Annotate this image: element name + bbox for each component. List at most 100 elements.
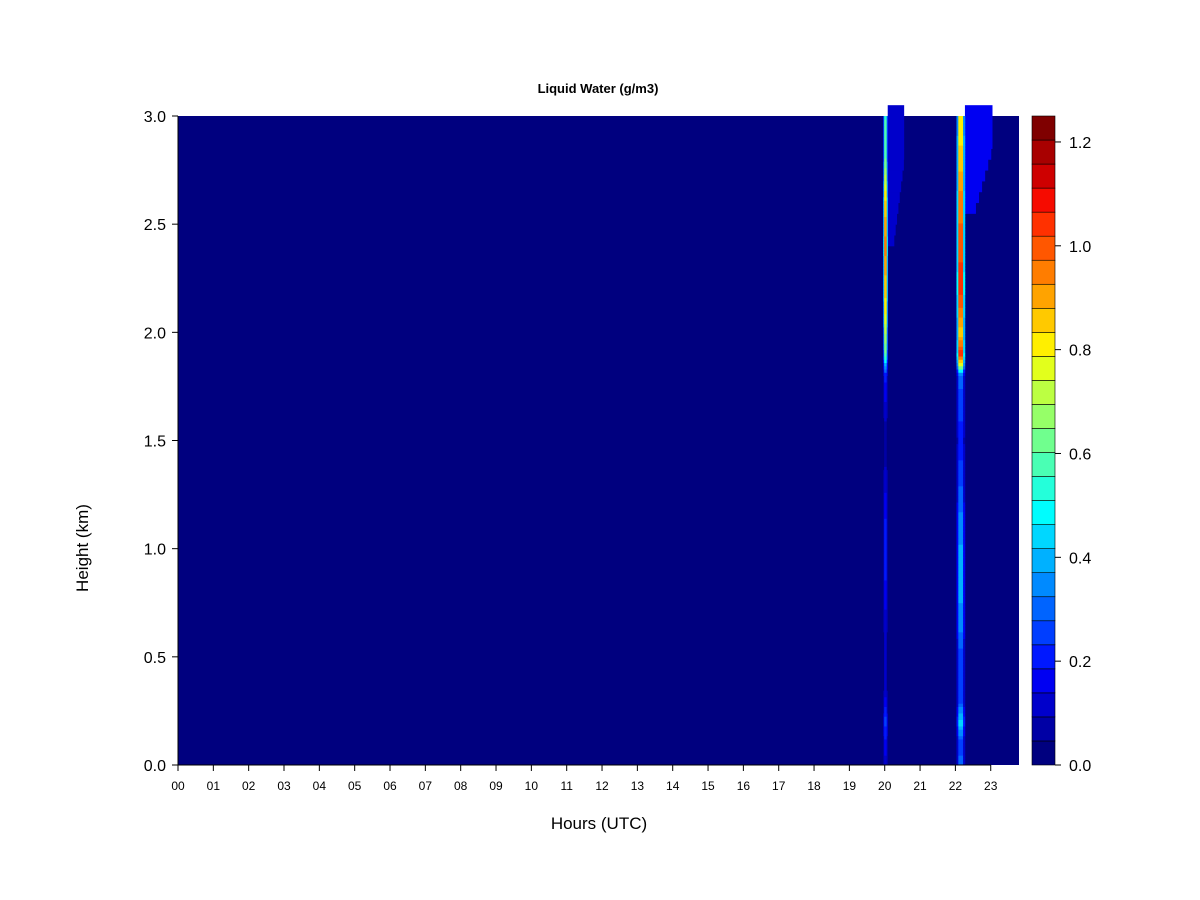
colorbar-swatch: [1031, 692, 1056, 718]
heatmap-cell: [886, 119, 889, 123]
heatmap-cell: [884, 573, 888, 578]
heatmap-cell: [963, 148, 966, 153]
heatmap-cell: [883, 252, 885, 256]
heatmap-cell: [963, 333, 966, 338]
heatmap-cell: [884, 158, 888, 162]
heatmap-cell: [884, 275, 888, 279]
heatmap-cell: [883, 375, 885, 380]
x-tick-label: 01: [207, 779, 221, 793]
heatmap-cell: [884, 450, 888, 454]
heatmap-cell: [963, 508, 966, 513]
heatmap-cell: [956, 408, 959, 412]
heatmap-cell: [884, 628, 888, 633]
heatmap-cell: [958, 421, 964, 425]
heatmap-cell: [886, 485, 889, 490]
heatmap-cell: [883, 615, 885, 620]
heatmap-cell: [883, 567, 885, 571]
heatmap-cell: [883, 622, 885, 626]
heatmap-cell: [958, 268, 964, 273]
heatmap-cell: [956, 482, 959, 487]
heatmap-cell: [886, 450, 889, 454]
heatmap-cell: [963, 498, 966, 503]
heatmap-cell: [886, 369, 889, 373]
heatmap-cell: [884, 323, 888, 328]
heatmap-cell: [886, 680, 889, 685]
heatmap-cell: [886, 249, 889, 253]
heatmap-cell: [884, 735, 888, 740]
heatmap-cell: [887, 148, 905, 160]
heatmap-cell: [886, 128, 889, 133]
heatmap-cell: [958, 696, 964, 701]
heatmap-cell: [884, 128, 888, 133]
heatmap-cell: [886, 537, 889, 542]
colorbar-swatch: [1031, 235, 1056, 261]
heatmap-cell: [956, 498, 959, 503]
heatmap-cell: [956, 593, 959, 597]
heatmap-cell: [883, 216, 885, 221]
heatmap-cell: [887, 191, 900, 204]
heatmap-cell: [958, 683, 964, 688]
heatmap-cell: [884, 690, 888, 695]
heatmap-cell: [884, 719, 888, 724]
colorbar-swatch: [1031, 187, 1056, 213]
heatmap-cell: [956, 265, 959, 269]
heatmap-cell: [956, 618, 959, 623]
heatmap-cell: [963, 171, 966, 175]
heatmap-cell: [883, 177, 885, 182]
heatmap-cell: [958, 443, 964, 448]
heatmap-cell: [884, 651, 888, 656]
heatmap-cell: [884, 232, 888, 237]
heatmap-cell: [883, 320, 885, 325]
heatmap-cell: [963, 687, 966, 691]
heatmap-cell: [963, 219, 966, 224]
heatmap-cell: [956, 187, 959, 192]
heatmap-cell: [883, 498, 885, 503]
heatmap-cell: [886, 226, 889, 230]
heatmap-cell: [963, 258, 966, 263]
heatmap-cell: [956, 128, 959, 133]
heatmap-cell: [956, 359, 959, 364]
heatmap-cell: [956, 424, 959, 428]
heatmap-cell: [958, 644, 964, 649]
heatmap-cell: [956, 456, 959, 461]
heatmap-cell: [963, 310, 966, 315]
heatmap-cell: [886, 508, 889, 513]
heatmap-cell: [884, 388, 888, 393]
heatmap-cell: [963, 294, 966, 299]
heatmap-cell: [956, 492, 959, 497]
colorbar-swatch: [1031, 356, 1056, 381]
heatmap-cell: [963, 524, 966, 529]
heatmap-cell: [886, 349, 889, 354]
heatmap-cell: [963, 612, 966, 617]
heatmap-cell: [883, 245, 885, 250]
heatmap-cell: [958, 612, 964, 617]
heatmap-cell: [886, 135, 889, 140]
heatmap-cell: [963, 667, 966, 672]
heatmap-cell: [884, 226, 888, 230]
heatmap-cell: [886, 255, 889, 260]
heatmap-cell: [963, 346, 966, 351]
heatmap-cell: [958, 116, 964, 120]
heatmap-cell: [887, 116, 905, 128]
heatmap-cell: [883, 265, 885, 269]
heatmap-cell: [963, 677, 966, 682]
heatmap-cell: [958, 729, 964, 733]
heatmap-cell: [884, 258, 888, 263]
x-tick-label: 13: [631, 779, 645, 793]
colorbar-swatch: [1031, 548, 1056, 574]
heatmap-cell: [956, 706, 959, 711]
heatmap-cell: [958, 463, 964, 467]
heatmap-cell: [958, 573, 964, 578]
heatmap-cell: [886, 437, 889, 441]
y-axis-label: Height (km): [73, 504, 92, 592]
heatmap-cell: [956, 369, 959, 373]
heatmap-cell: [883, 550, 885, 555]
heatmap-cell: [887, 224, 896, 236]
heatmap-cell: [884, 223, 888, 227]
heatmap-cell: [956, 414, 959, 419]
heatmap-cell: [958, 365, 964, 370]
heatmap-cell: [884, 385, 888, 389]
heatmap-cell: [886, 287, 889, 292]
heatmap-cell: [884, 154, 888, 159]
heatmap-cell: [963, 472, 966, 477]
